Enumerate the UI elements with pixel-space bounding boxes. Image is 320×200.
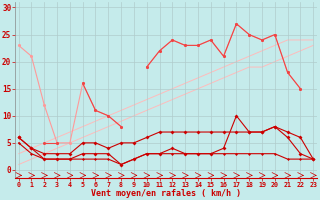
X-axis label: Vent moyen/en rafales ( km/h ): Vent moyen/en rafales ( km/h ): [91, 189, 241, 198]
